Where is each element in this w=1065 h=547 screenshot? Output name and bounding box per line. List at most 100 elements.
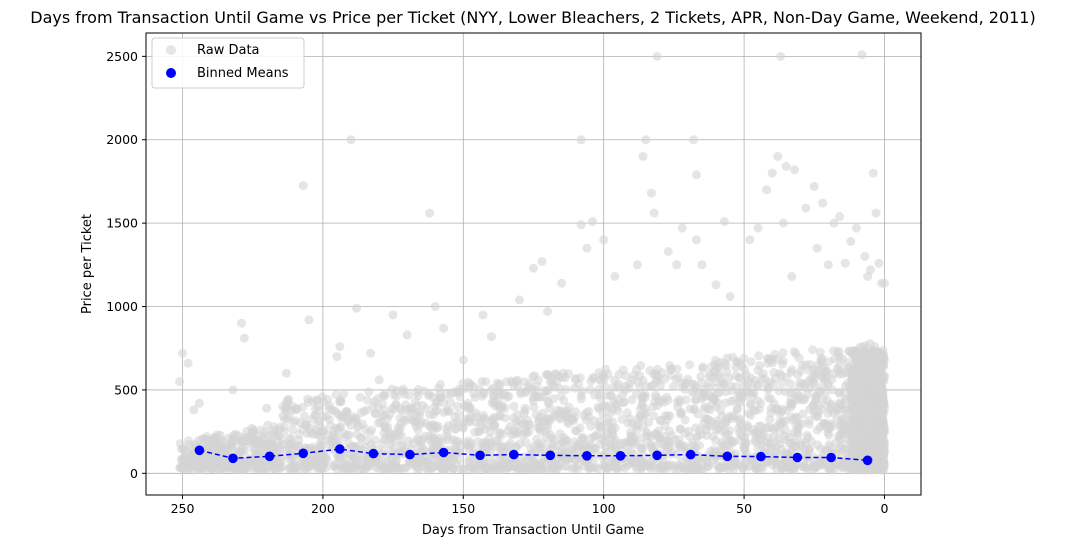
raw-data-point <box>697 260 707 270</box>
raw-data-point <box>304 462 314 472</box>
raw-data-point <box>429 460 439 470</box>
raw-data-point <box>872 418 882 428</box>
raw-data-point <box>576 135 586 145</box>
raw-data-point <box>366 348 376 358</box>
raw-data-point <box>709 372 719 382</box>
raw-data-point <box>652 51 662 61</box>
raw-data-point <box>509 401 519 411</box>
raw-data-point <box>477 376 487 386</box>
raw-data-point <box>858 376 868 386</box>
raw-data-point <box>330 461 340 471</box>
raw-data-point <box>559 396 569 406</box>
raw-data-point <box>185 440 195 449</box>
raw-data-point <box>777 378 787 388</box>
raw-data-point <box>775 439 785 449</box>
raw-data-point <box>453 447 463 457</box>
raw-data-point <box>175 439 185 448</box>
raw-data-point <box>602 422 612 432</box>
raw-data-point <box>750 435 760 445</box>
raw-data-point <box>184 448 194 458</box>
raw-data-point <box>570 463 580 473</box>
raw-data-point <box>840 258 850 268</box>
raw-data-point <box>853 365 863 375</box>
raw-data-point <box>816 422 825 432</box>
raw-data-point <box>576 220 586 230</box>
raw-data-point <box>388 310 398 320</box>
raw-data-point <box>237 318 246 328</box>
raw-data-point <box>550 410 560 420</box>
raw-data-point <box>848 371 858 381</box>
raw-data-point <box>778 416 788 426</box>
raw-data-point <box>573 440 583 450</box>
binned-mean-point <box>438 447 449 458</box>
binned-mean-point <box>194 445 205 456</box>
raw-data-point <box>577 386 587 396</box>
raw-data-point <box>817 372 827 382</box>
raw-data-point <box>283 395 293 405</box>
legend-marker-binned-means <box>166 68 176 78</box>
raw-data-point <box>836 401 846 411</box>
raw-data-point <box>181 462 191 472</box>
raw-data-point <box>506 438 515 448</box>
plot-frame <box>145 32 922 496</box>
raw-data-point <box>865 348 875 358</box>
raw-data-point <box>627 395 637 405</box>
raw-data-point <box>512 416 521 426</box>
raw-data-point <box>695 425 705 435</box>
raw-data-point <box>862 415 872 425</box>
raw-data-point <box>754 404 764 414</box>
raw-data-point <box>823 260 833 270</box>
binned-mean-point <box>475 450 485 461</box>
raw-data-point <box>660 374 669 384</box>
raw-data-point <box>586 376 596 386</box>
raw-data-point <box>689 441 699 451</box>
raw-data-point <box>275 422 285 432</box>
raw-data-point <box>638 462 647 472</box>
raw-data-point <box>677 223 687 233</box>
raw-data-point <box>425 421 435 431</box>
raw-data-point <box>804 365 814 375</box>
y-axis-label: Price per Ticket <box>80 214 95 314</box>
raw-data-point <box>777 407 786 417</box>
raw-data-point <box>430 436 440 446</box>
raw-data-point <box>768 354 777 364</box>
raw-data-point <box>584 406 594 416</box>
raw-data-point <box>275 443 285 453</box>
raw-data-point <box>752 379 762 389</box>
raw-data-point <box>589 416 599 426</box>
raw-data-point <box>316 441 326 451</box>
x-tick-label: 200 <box>311 501 335 516</box>
raw-data-point <box>839 387 849 397</box>
raw-data-point <box>850 411 860 420</box>
raw-data-point <box>835 421 845 431</box>
raw-data-point <box>781 161 791 171</box>
raw-data-point <box>421 404 431 413</box>
raw-data-point <box>307 414 317 424</box>
binned-mean-point <box>545 450 556 461</box>
raw-data-point <box>305 427 315 437</box>
raw-data-point <box>872 352 882 362</box>
raw-data-point <box>560 373 570 383</box>
raw-data-point <box>175 377 185 387</box>
raw-data-point <box>818 395 828 405</box>
raw-data-point <box>855 438 865 448</box>
raw-data-point <box>381 423 391 433</box>
raw-data-point <box>800 453 810 462</box>
legend-marker-raw-data <box>166 45 176 55</box>
raw-data-point <box>625 379 635 389</box>
legend: Raw Data Binned Means <box>151 37 305 89</box>
raw-data-point <box>703 451 713 461</box>
raw-data-point <box>642 429 652 439</box>
raw-data-point <box>183 358 193 368</box>
raw-data-point <box>234 448 244 458</box>
raw-data-point <box>479 389 489 399</box>
raw-data-point <box>301 419 311 429</box>
raw-data-point <box>385 434 395 444</box>
raw-data-point <box>319 425 328 435</box>
raw-data-point <box>857 428 867 438</box>
raw-data-point <box>685 360 695 370</box>
raw-data-point <box>769 368 779 377</box>
raw-data-point <box>519 377 529 387</box>
raw-data-point <box>356 452 366 461</box>
raw-data-point <box>286 405 296 415</box>
